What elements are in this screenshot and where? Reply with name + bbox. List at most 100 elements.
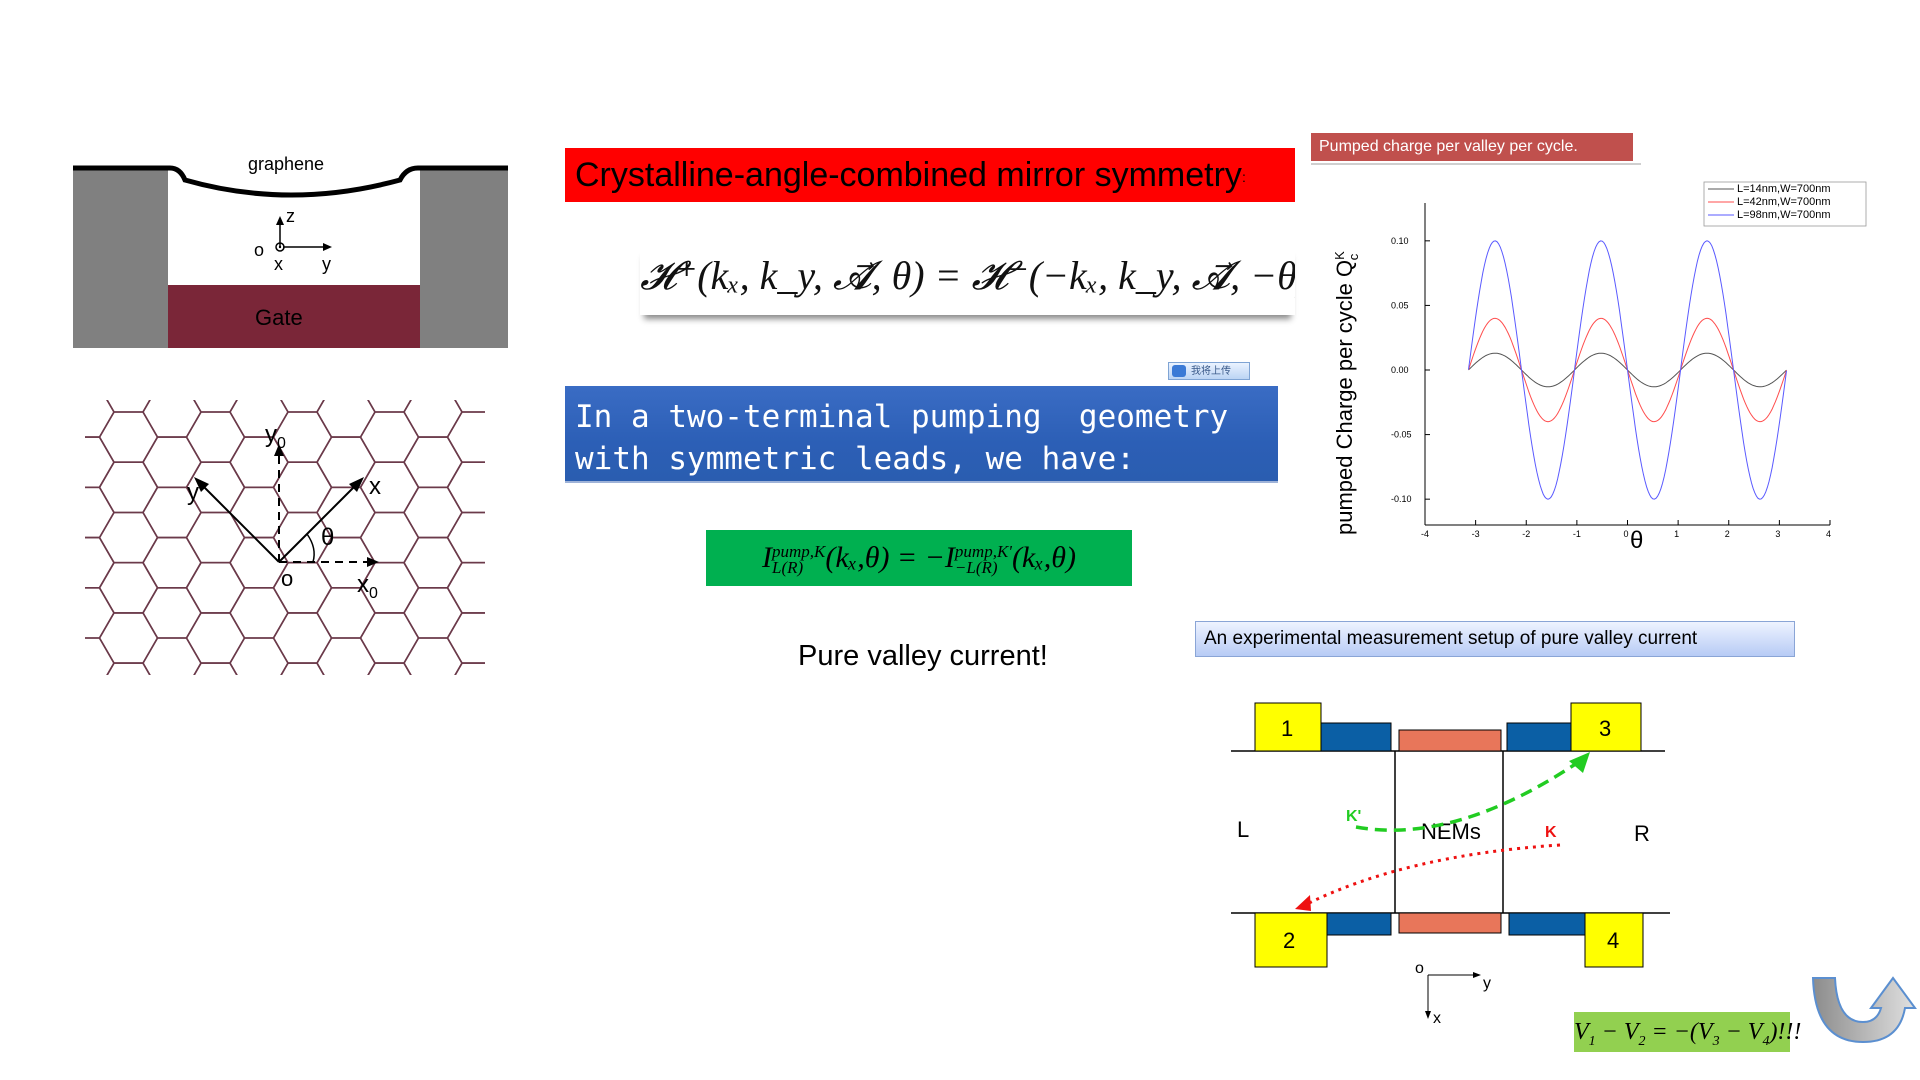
- x0-label: x0: [357, 571, 378, 602]
- setup-y-label: y: [1483, 975, 1491, 992]
- x-tick-label: 4: [1826, 529, 1831, 539]
- chart-legend: L=14nm,W=700nmL=42nm,W=700nmL=98nm,W=700…: [1703, 181, 1867, 227]
- hexagon-cell: [359, 612, 420, 664]
- top-middle-block: [1398, 729, 1502, 752]
- hexagon-cell: [454, 662, 485, 675]
- terminal-box-1: [1254, 702, 1322, 752]
- y-axis: [200, 483, 280, 563]
- chart-axes: -4 -3 -2 -1 0 1 2 3 4 0.10 0.05 0.00 -0.05 -0.10: [1391, 203, 1831, 539]
- theta-label: θ: [321, 524, 334, 551]
- left-contact: [73, 170, 168, 348]
- x-tick-label: -1: [1573, 529, 1581, 539]
- legend-label: L=14nm,W=700nm: [1737, 183, 1831, 195]
- x-tick-label: 1: [1674, 529, 1679, 539]
- origin-label: o: [254, 240, 264, 260]
- k-arrowhead: [1295, 895, 1311, 911]
- origin-marker: [275, 242, 285, 252]
- x-tick-label: -3: [1472, 529, 1480, 539]
- legend-label: L=42nm,W=700nm: [1737, 196, 1831, 208]
- hexagon-cell: [446, 411, 485, 464]
- y-tick-label: 0.05: [1391, 300, 1409, 310]
- blue-box-line-1: In a two-terminal pumping geometry: [575, 399, 1229, 435]
- gate-block: [168, 285, 420, 348]
- hexagon-cell: [359, 411, 420, 464]
- box-1-label: 1: [1281, 716, 1293, 741]
- hexagon-cell: [403, 587, 463, 639]
- y0-label: y0: [265, 421, 286, 452]
- honeycomb-lattice: y0 x0 x y θ o: [85, 400, 485, 675]
- hexagon-cell: [454, 400, 485, 413]
- x-axis: [278, 483, 358, 563]
- hamiltonian-equation: 𝓗⁺(kₓ, k_y, 𝓐⃗, θ) = 𝓗⁻(−kₓ, k_y, 𝓐⃗, −θ…: [640, 245, 1295, 315]
- graphene-sheet: [73, 165, 508, 198]
- k-prime-path: [1355, 759, 1581, 832]
- hexagon-cell: [142, 637, 202, 675]
- graphene-device-diagram: graphene Gate z y x o: [73, 154, 508, 348]
- hexagon-cell: [85, 436, 115, 489]
- hexagon-cell: [403, 400, 463, 438]
- origin-label: o: [281, 566, 293, 591]
- y-tick-label: -0.10: [1391, 494, 1412, 504]
- hexagon-cell: [316, 637, 376, 675]
- hexagon-cell: [316, 400, 376, 438]
- hexagon-cell: [85, 587, 115, 639]
- hexagon-cell: [185, 561, 246, 614]
- hexagon-cell: [403, 536, 463, 589]
- return-arrow-icon[interactable]: [1805, 970, 1920, 1045]
- y-tick-label: 0.10: [1391, 236, 1409, 246]
- x-tick-label: -4: [1421, 529, 1429, 539]
- graphene-label: graphene: [248, 154, 324, 174]
- x-tick-label: 0: [1624, 529, 1629, 539]
- box-3-label: 3: [1599, 716, 1611, 741]
- right-lead-label: R: [1634, 821, 1650, 846]
- bottom-right-lead: [1508, 912, 1586, 936]
- bottom-left-lead: [1326, 912, 1392, 936]
- bottom-middle-block: [1398, 912, 1502, 934]
- hexagon-cell: [142, 587, 202, 639]
- lattice-axes: [194, 444, 379, 567]
- voltage-equation: V1 − V2 = −(V3 − V4)!!!: [1574, 1012, 1801, 1052]
- hexagon-cell: [85, 536, 115, 589]
- hexagon-cell: [98, 561, 159, 614]
- x-tick-label: 2: [1725, 529, 1730, 539]
- y-axis-arrow: [323, 243, 332, 251]
- box-2-label: 2: [1283, 928, 1295, 953]
- hexagon-cell: [316, 436, 376, 489]
- y-axis-label: y: [322, 254, 331, 274]
- terminal-box-4: [1584, 912, 1644, 968]
- right-contact: [420, 170, 508, 348]
- x-label: x: [369, 473, 381, 500]
- title-banner: Crystalline-angle-combined mirror symmet…: [565, 148, 1295, 202]
- upload-badge[interactable]: 我将上传: [1168, 362, 1250, 380]
- hexagon-cell: [446, 612, 485, 664]
- hexagon-cell: [185, 612, 246, 664]
- k-prime-label: K': [1346, 808, 1361, 825]
- hexagon-cell: [98, 612, 159, 664]
- z-axis-label: z: [286, 206, 295, 226]
- left-lead-label: L: [1237, 817, 1249, 842]
- hexagon-cell: [446, 561, 485, 614]
- hexagon-cell: [272, 461, 333, 514]
- hexagon-cell: [142, 400, 202, 438]
- hexagon-cell: [272, 612, 333, 664]
- pumped-charge-chart: -4 -3 -2 -1 0 1 2 3 4 0.10 0.05 0.00 -0.05 -0.10 L=14…: [1332, 181, 1867, 554]
- terminal-box-2: [1254, 912, 1328, 968]
- y-label: y: [187, 479, 199, 506]
- chart-caption: Pumped charge per valley per cycle.: [1311, 133, 1633, 161]
- hexagon-cell: [446, 461, 485, 514]
- chart-x-axis-label: θ: [1630, 527, 1643, 554]
- blue-box-line-2: with symmetric leads, we have:: [575, 441, 1135, 477]
- top-right-lead: [1506, 722, 1572, 752]
- cloud-upload-icon: [1172, 365, 1186, 377]
- hexagon-cell: [98, 411, 159, 464]
- gate-label: Gate: [255, 305, 303, 330]
- hexagon-cell: [98, 511, 159, 564]
- terminal-box-3: [1570, 702, 1642, 752]
- experimental-setup-diagram: 1 2 3 4 L R NEMs K' K o y x: [1231, 702, 1670, 1027]
- chart-y-axis-label: pumped Charge per cycle QKc: [1332, 251, 1361, 535]
- hexagon-grid: [85, 400, 485, 675]
- pumping-geometry-box: In a two-terminal pumping geometry with s…: [565, 386, 1278, 483]
- chart-series: [1468, 240, 1787, 500]
- caption-underline: [1311, 163, 1641, 165]
